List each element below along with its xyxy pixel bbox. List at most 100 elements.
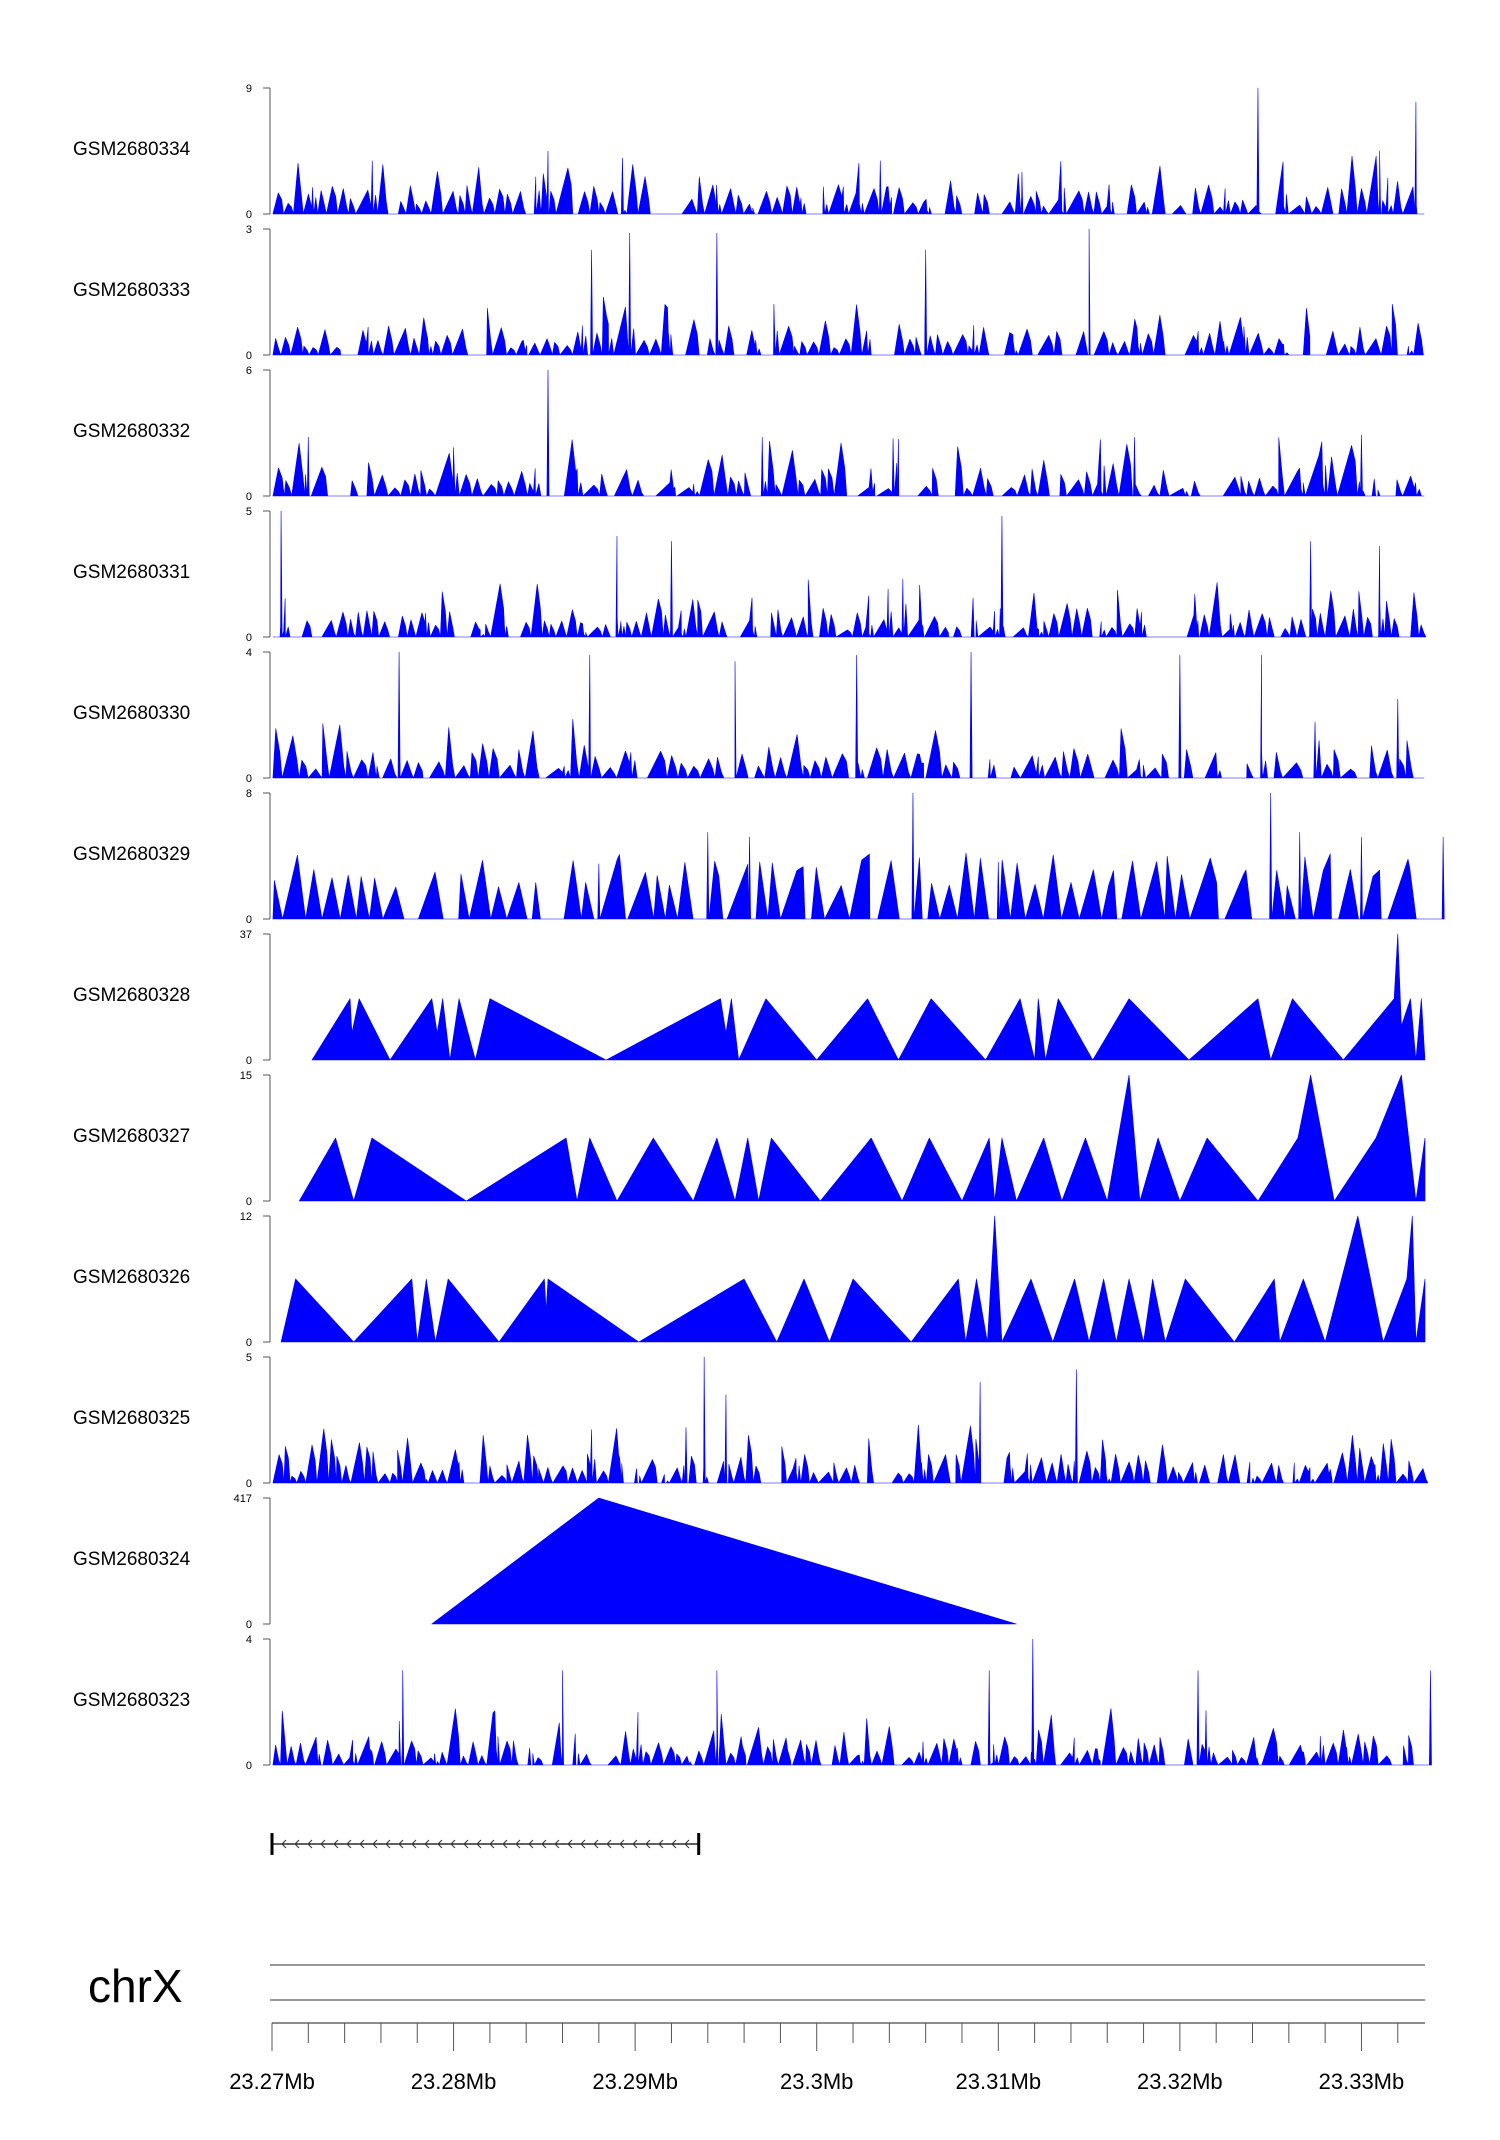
x-tick-label: 23.29Mb [592,2069,678,2094]
strand-arrow [411,1839,417,1849]
y-tick-label-min: 0 [246,1337,252,1349]
y-tick-label-max: 417 [234,1493,252,1505]
strand-arrow [658,1839,664,1849]
signal-area [298,1074,1426,1202]
track-label: GSM2680323 [73,1690,190,1711]
strand-arrow [502,1839,508,1849]
strand-arrow [346,1839,352,1849]
y-tick-label-min: 0 [246,914,252,926]
x-tick-label: 23.33Mb [1319,2069,1405,2094]
y-tick-label-min: 0 [246,1478,252,1490]
x-tick-label: 23.32Mb [1137,2069,1223,2094]
y-tick-label-max: 9 [246,83,252,95]
track-GSM2680323: GSM2680323 4 0 [73,1634,1432,1772]
y-tick-label-max: 5 [246,1352,252,1364]
strand-arrow [385,1839,391,1849]
track-label: GSM2680329 [73,844,190,865]
signal-area [272,651,1425,779]
track-label: GSM2680331 [73,562,190,583]
strand-arrow [424,1839,430,1849]
strand-arrow [528,1839,534,1849]
strand-arrow [450,1839,456,1849]
y-tick-label-min: 0 [246,491,252,503]
track-GSM2680326: GSM2680326 12 0 [73,1211,1426,1349]
strand-arrow [567,1839,573,1849]
y-tick-label-max: 12 [240,1211,252,1223]
strand-arrow [580,1839,586,1849]
y-tick-label-max: 6 [246,365,252,377]
y-tick-label-max: 4 [246,1634,252,1646]
track-GSM2680331: GSM2680331 5 0 [73,506,1427,644]
chromosome-label: chrX [88,1960,183,2012]
genomic-axis: 23.27Mb 23.28Mb 23.29Mb 23.3Mb 23.31Mb 23.32M… [229,2022,1425,2094]
track-GSM2680328: GSM2680328 37 0 [73,929,1426,1067]
track-label: GSM2680330 [73,703,190,724]
strand-arrow [619,1839,625,1849]
y-tick-label-max: 37 [240,929,252,941]
track-label: GSM2680333 [73,280,190,301]
x-tick-label: 23.31Mb [955,2069,1041,2094]
y-tick-label-min: 0 [246,1760,252,1772]
y-tick-label-min: 0 [246,209,252,221]
track-label: GSM2680334 [73,139,191,160]
track-label: GSM2680324 [73,1549,191,1570]
y-tick-label-max: 8 [246,788,252,800]
track-GSM2680333: GSM2680333 3 0 [73,224,1425,362]
gene-model [270,1833,701,1855]
y-tick-label-max: 4 [246,647,252,659]
strand-arrow [398,1839,404,1849]
track-label: GSM2680325 [73,1408,190,1429]
signal-area [280,1215,1426,1343]
y-tick-label-max: 15 [240,1070,252,1082]
signal-area [431,1497,1017,1625]
track-GSM2680324: GSM2680324 417 0 [73,1493,1017,1631]
strand-arrow [671,1839,677,1849]
track-label: GSM2680332 [73,421,190,442]
strand-arrow [489,1839,495,1849]
strand-arrow [515,1839,521,1849]
y-tick-label-max: 3 [246,224,252,236]
y-tick-label-min: 0 [246,773,252,785]
strand-arrow [593,1839,599,1849]
strand-arrow [294,1839,300,1849]
signal-area [311,933,1426,1061]
strand-arrow [645,1839,651,1849]
strand-arrow [463,1839,469,1849]
y-tick-label-min: 0 [246,350,252,362]
strand-arrow [281,1839,287,1849]
track-GSM2680330: GSM2680330 4 0 [73,647,1425,785]
strand-arrow [333,1839,339,1849]
track-GSM2680334: GSM2680334 9 0 [73,83,1425,221]
strand-arrow [554,1839,560,1849]
strand-arrow [307,1839,313,1849]
x-tick-label: 23.3Mb [780,2069,853,2094]
track-GSM2680327: GSM2680327 15 0 [73,1070,1426,1208]
signal-area [272,369,1425,497]
track-label: GSM2680328 [73,985,190,1006]
track-label: GSM2680327 [73,1126,190,1147]
x-tick-label: 23.27Mb [229,2069,315,2094]
strand-arrow [632,1839,638,1849]
y-tick-label-min: 0 [246,1196,252,1208]
signal-area [272,510,1427,638]
tracks: GSM268033490GSM268033330GSM268033260GSM2… [73,83,1445,1772]
track-GSM2680332: GSM2680332 6 0 [73,365,1425,503]
signal-area [272,228,1425,356]
y-tick-label-min: 0 [246,632,252,644]
strand-arrow [437,1839,443,1849]
strand-arrow [684,1839,690,1849]
strand-arrow [476,1839,482,1849]
strand-arrow [359,1839,365,1849]
signal-area [272,1356,1429,1484]
y-tick-label-max: 5 [246,506,252,518]
chromosome-axis: chrX [88,1960,1425,2012]
strand-arrow [606,1839,612,1849]
strand-arrow [372,1839,378,1849]
y-tick-label-min: 0 [246,1055,252,1067]
track-GSM2680329: GSM2680329 8 0 [73,788,1445,926]
x-tick-label: 23.28Mb [411,2069,497,2094]
signal-area [272,87,1425,215]
strand-arrow [541,1839,547,1849]
strand-arrow [320,1839,326,1849]
